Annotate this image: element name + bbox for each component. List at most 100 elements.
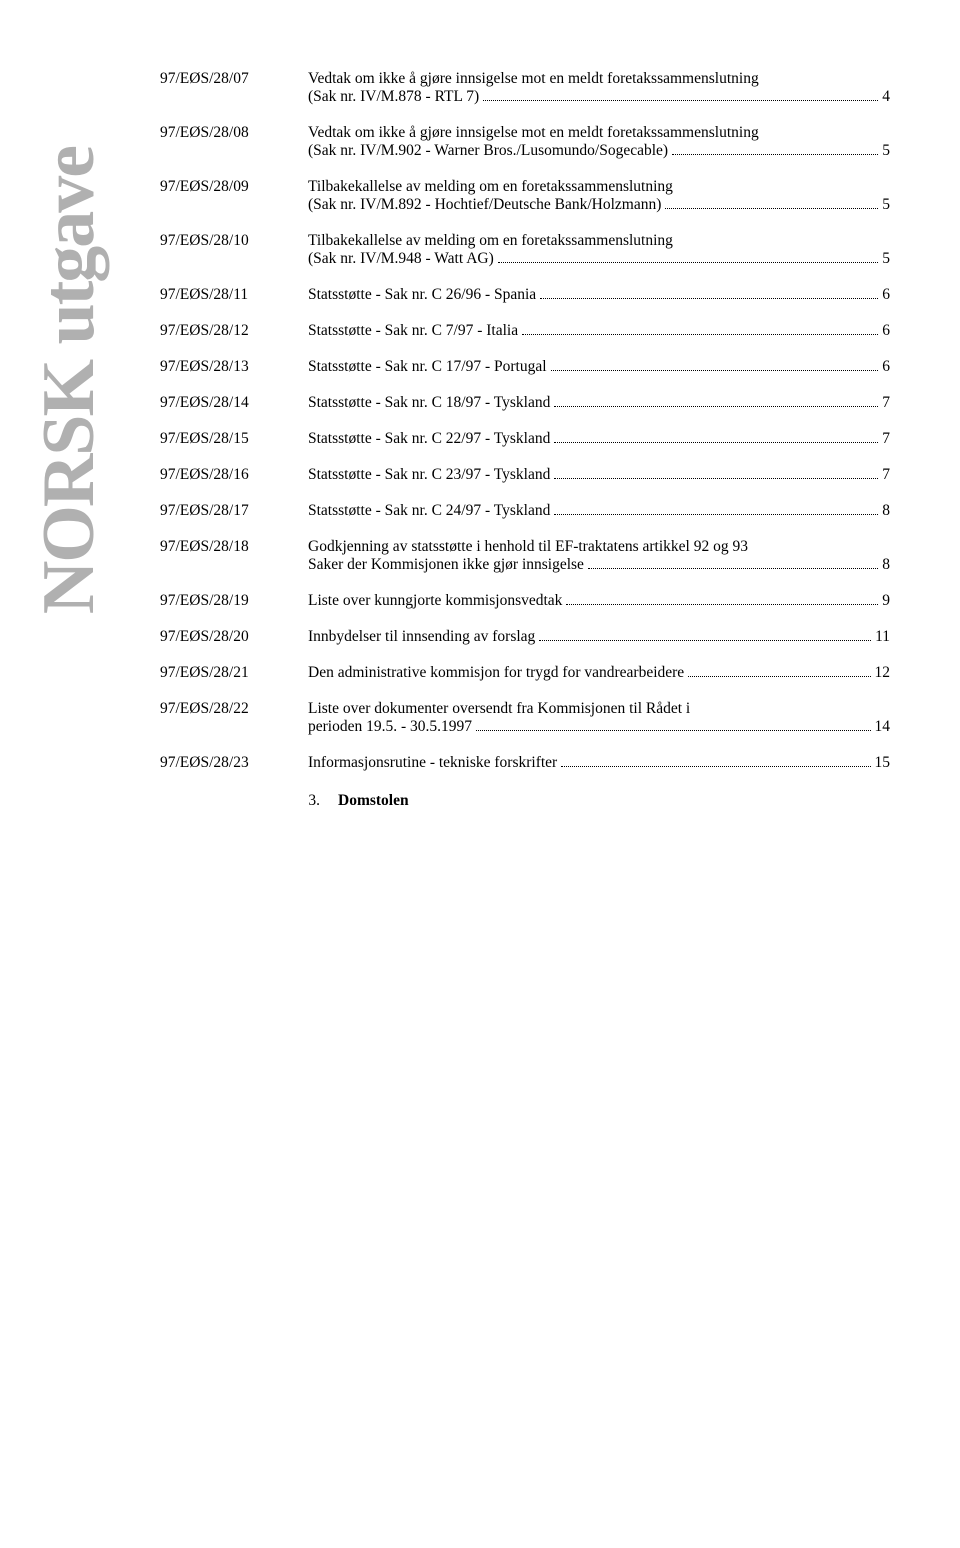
entry-text: (Sak nr. IV/M.948 - Watt AG) bbox=[308, 250, 494, 268]
entry-text: Statsstøtte - Sak nr. C 18/97 - Tyskland bbox=[308, 394, 550, 412]
entry-line: Tilbakekallelse av melding om en foretak… bbox=[308, 232, 890, 250]
entry-last-line: (Sak nr. IV/M.892 - Hochtief/Deutsche Ba… bbox=[308, 196, 890, 214]
entry-body: Informasjonsrutine - tekniske forskrifte… bbox=[308, 754, 890, 772]
entry-line: Tilbakekallelse av melding om en foretak… bbox=[308, 178, 890, 196]
entry-text: (Sak nr. IV/M.892 - Hochtief/Deutsche Ba… bbox=[308, 196, 661, 214]
leader-dots bbox=[688, 676, 870, 677]
entry-last-line: Saker der Kommisjonen ikke gjør innsigel… bbox=[308, 556, 890, 574]
toc-entry: 97/EØS/28/14Statsstøtte - Sak nr. C 18/9… bbox=[160, 394, 890, 412]
entry-last-line: Statsstøtte - Sak nr. C 24/97 - Tyskland… bbox=[308, 502, 890, 520]
leader-dots bbox=[539, 640, 871, 641]
toc-entry: 97/EØS/28/13Statsstøtte - Sak nr. C 17/9… bbox=[160, 358, 890, 376]
toc-entry: 97/EØS/28/08Vedtak om ikke å gjøre innsi… bbox=[160, 124, 890, 160]
entry-text: Tilbakekallelse av melding om en foretak… bbox=[308, 232, 673, 250]
entry-text: Tilbakekallelse av melding om en foretak… bbox=[308, 178, 673, 196]
toc-entry: 97/EØS/28/16Statsstøtte - Sak nr. C 23/9… bbox=[160, 466, 890, 484]
toc-entry: 97/EØS/28/21Den administrative kommisjon… bbox=[160, 664, 890, 682]
entry-page-number: 6 bbox=[882, 286, 890, 304]
section-heading: 3. Domstolen bbox=[160, 792, 890, 810]
entry-last-line: Statsstøtte - Sak nr. C 23/97 - Tyskland… bbox=[308, 466, 890, 484]
vertical-banner: NORSK utgave bbox=[10, 60, 130, 700]
entry-id: 97/EØS/28/07 bbox=[160, 70, 308, 88]
leader-dots bbox=[561, 766, 870, 767]
entry-page-number: 6 bbox=[882, 358, 890, 376]
entry-last-line: Statsstøtte - Sak nr. C 26/96 - Spania 6 bbox=[308, 286, 890, 304]
entry-page-number: 5 bbox=[882, 250, 890, 268]
entry-id: 97/EØS/28/18 bbox=[160, 538, 308, 556]
entry-body: Statsstøtte - Sak nr. C 7/97 - Italia6 bbox=[308, 322, 890, 340]
entry-body: Statsstøtte - Sak nr. C 22/97 - Tyskland… bbox=[308, 430, 890, 448]
toc-entry: 97/EØS/28/11Statsstøtte - Sak nr. C 26/9… bbox=[160, 286, 890, 304]
entry-text: Godkjenning av statsstøtte i henhold til… bbox=[308, 538, 748, 556]
entry-text: Informasjonsrutine - tekniske forskrifte… bbox=[308, 754, 557, 772]
toc-entry: 97/EØS/28/23Informasjonsrutine - teknisk… bbox=[160, 754, 890, 772]
entry-id: 97/EØS/28/15 bbox=[160, 430, 308, 448]
entry-text: Innbydelser til innsending av forslag bbox=[308, 628, 535, 646]
entry-body: Statsstøtte - Sak nr. C 26/96 - Spania 6 bbox=[308, 286, 890, 304]
entry-page-number: 6 bbox=[882, 322, 890, 340]
entry-text: (Sak nr. IV/M.902 - Warner Bros./Lusomun… bbox=[308, 142, 668, 160]
entry-id: 97/EØS/28/20 bbox=[160, 628, 308, 646]
entry-last-line: Den administrative kommisjon for trygd f… bbox=[308, 664, 890, 682]
document-page: NORSK utgave 97/EØS/28/07Vedtak om ikke … bbox=[0, 0, 960, 1548]
toc-entry: 97/EØS/28/18Godkjenning av statsstøtte i… bbox=[160, 538, 890, 574]
entry-last-line: Informasjonsrutine - tekniske forskrifte… bbox=[308, 754, 890, 772]
entry-id: 97/EØS/28/17 bbox=[160, 502, 308, 520]
entry-last-line: (Sak nr. IV/M.878 - RTL 7)4 bbox=[308, 88, 890, 106]
leader-dots bbox=[498, 262, 879, 263]
leader-dots bbox=[588, 568, 878, 569]
entry-last-line: Statsstøtte - Sak nr. C 7/97 - Italia6 bbox=[308, 322, 890, 340]
entry-body: Liste over dokumenter oversendt fra Komm… bbox=[308, 700, 890, 736]
entry-text: Statsstøtte - Sak nr. C 26/96 - Spania bbox=[308, 286, 536, 304]
leader-dots bbox=[554, 514, 878, 515]
entry-line: Vedtak om ikke å gjøre innsigelse mot en… bbox=[308, 70, 890, 88]
leader-dots bbox=[522, 334, 878, 335]
entry-page-number: 12 bbox=[875, 664, 891, 682]
entry-id: 97/EØS/28/14 bbox=[160, 394, 308, 412]
entry-id: 97/EØS/28/11 bbox=[160, 286, 308, 304]
entry-text: Statsstøtte - Sak nr. C 22/97 - Tyskland bbox=[308, 430, 550, 448]
entry-id: 97/EØS/28/19 bbox=[160, 592, 308, 610]
entry-body: Vedtak om ikke å gjøre innsigelse mot en… bbox=[308, 70, 890, 106]
entry-text: (Sak nr. IV/M.878 - RTL 7) bbox=[308, 88, 479, 106]
entry-text: Saker der Kommisjonen ikke gjør innsigel… bbox=[308, 556, 584, 574]
entry-page-number: 5 bbox=[882, 196, 890, 214]
entry-line: Vedtak om ikke å gjøre innsigelse mot en… bbox=[308, 124, 890, 142]
entry-text: Den administrative kommisjon for trygd f… bbox=[308, 664, 684, 682]
entry-text: Liste over kunngjorte kommisjonsvedtak bbox=[308, 592, 562, 610]
entry-id: 97/EØS/28/13 bbox=[160, 358, 308, 376]
entry-last-line: Statsstøtte - Sak nr. C 17/97 - Portugal… bbox=[308, 358, 890, 376]
entry-body: Liste over kunngjorte kommisjonsvedtak 9 bbox=[308, 592, 890, 610]
entry-page-number: 7 bbox=[882, 466, 890, 484]
entry-id: 97/EØS/28/12 bbox=[160, 322, 308, 340]
entry-last-line: (Sak nr. IV/M.948 - Watt AG) 5 bbox=[308, 250, 890, 268]
entry-body: Tilbakekallelse av melding om en foretak… bbox=[308, 178, 890, 214]
toc-entry: 97/EØS/28/07Vedtak om ikke å gjøre innsi… bbox=[160, 70, 890, 106]
toc-entry: 97/EØS/28/19Liste over kunngjorte kommis… bbox=[160, 592, 890, 610]
entry-line: Godkjenning av statsstøtte i henhold til… bbox=[308, 538, 890, 556]
entry-id: 97/EØS/28/21 bbox=[160, 664, 308, 682]
entry-text: perioden 19.5. - 30.5.1997 bbox=[308, 718, 472, 736]
entry-id: 97/EØS/28/22 bbox=[160, 700, 308, 718]
leader-dots bbox=[554, 478, 878, 479]
entry-text: Liste over dokumenter oversendt fra Komm… bbox=[308, 700, 690, 718]
entry-last-line: Statsstøtte - Sak nr. C 18/97 - Tyskland… bbox=[308, 394, 890, 412]
entry-body: Statsstøtte - Sak nr. C 23/97 - Tyskland… bbox=[308, 466, 890, 484]
entry-body: Tilbakekallelse av melding om en foretak… bbox=[308, 232, 890, 268]
entry-id: 97/EØS/28/16 bbox=[160, 466, 308, 484]
entry-page-number: 9 bbox=[882, 592, 890, 610]
entry-last-line: Liste over kunngjorte kommisjonsvedtak 9 bbox=[308, 592, 890, 610]
leader-dots bbox=[554, 442, 878, 443]
section-label: Domstolen bbox=[338, 792, 409, 810]
entry-page-number: 7 bbox=[882, 430, 890, 448]
toc-entry: 97/EØS/28/17Statsstøtte - Sak nr. C 24/9… bbox=[160, 502, 890, 520]
entry-id: 97/EØS/28/10 bbox=[160, 232, 308, 250]
entry-last-line: (Sak nr. IV/M.902 - Warner Bros./Lusomun… bbox=[308, 142, 890, 160]
toc-entry: 97/EØS/28/20Innbydelser til innsending a… bbox=[160, 628, 890, 646]
entry-id: 97/EØS/28/23 bbox=[160, 754, 308, 772]
toc-entry: 97/EØS/28/22Liste over dokumenter overse… bbox=[160, 700, 890, 736]
entry-id: 97/EØS/28/08 bbox=[160, 124, 308, 142]
toc-content: 97/EØS/28/07Vedtak om ikke å gjøre innsi… bbox=[160, 70, 890, 772]
entry-page-number: 5 bbox=[882, 142, 890, 160]
leader-dots bbox=[554, 406, 878, 407]
